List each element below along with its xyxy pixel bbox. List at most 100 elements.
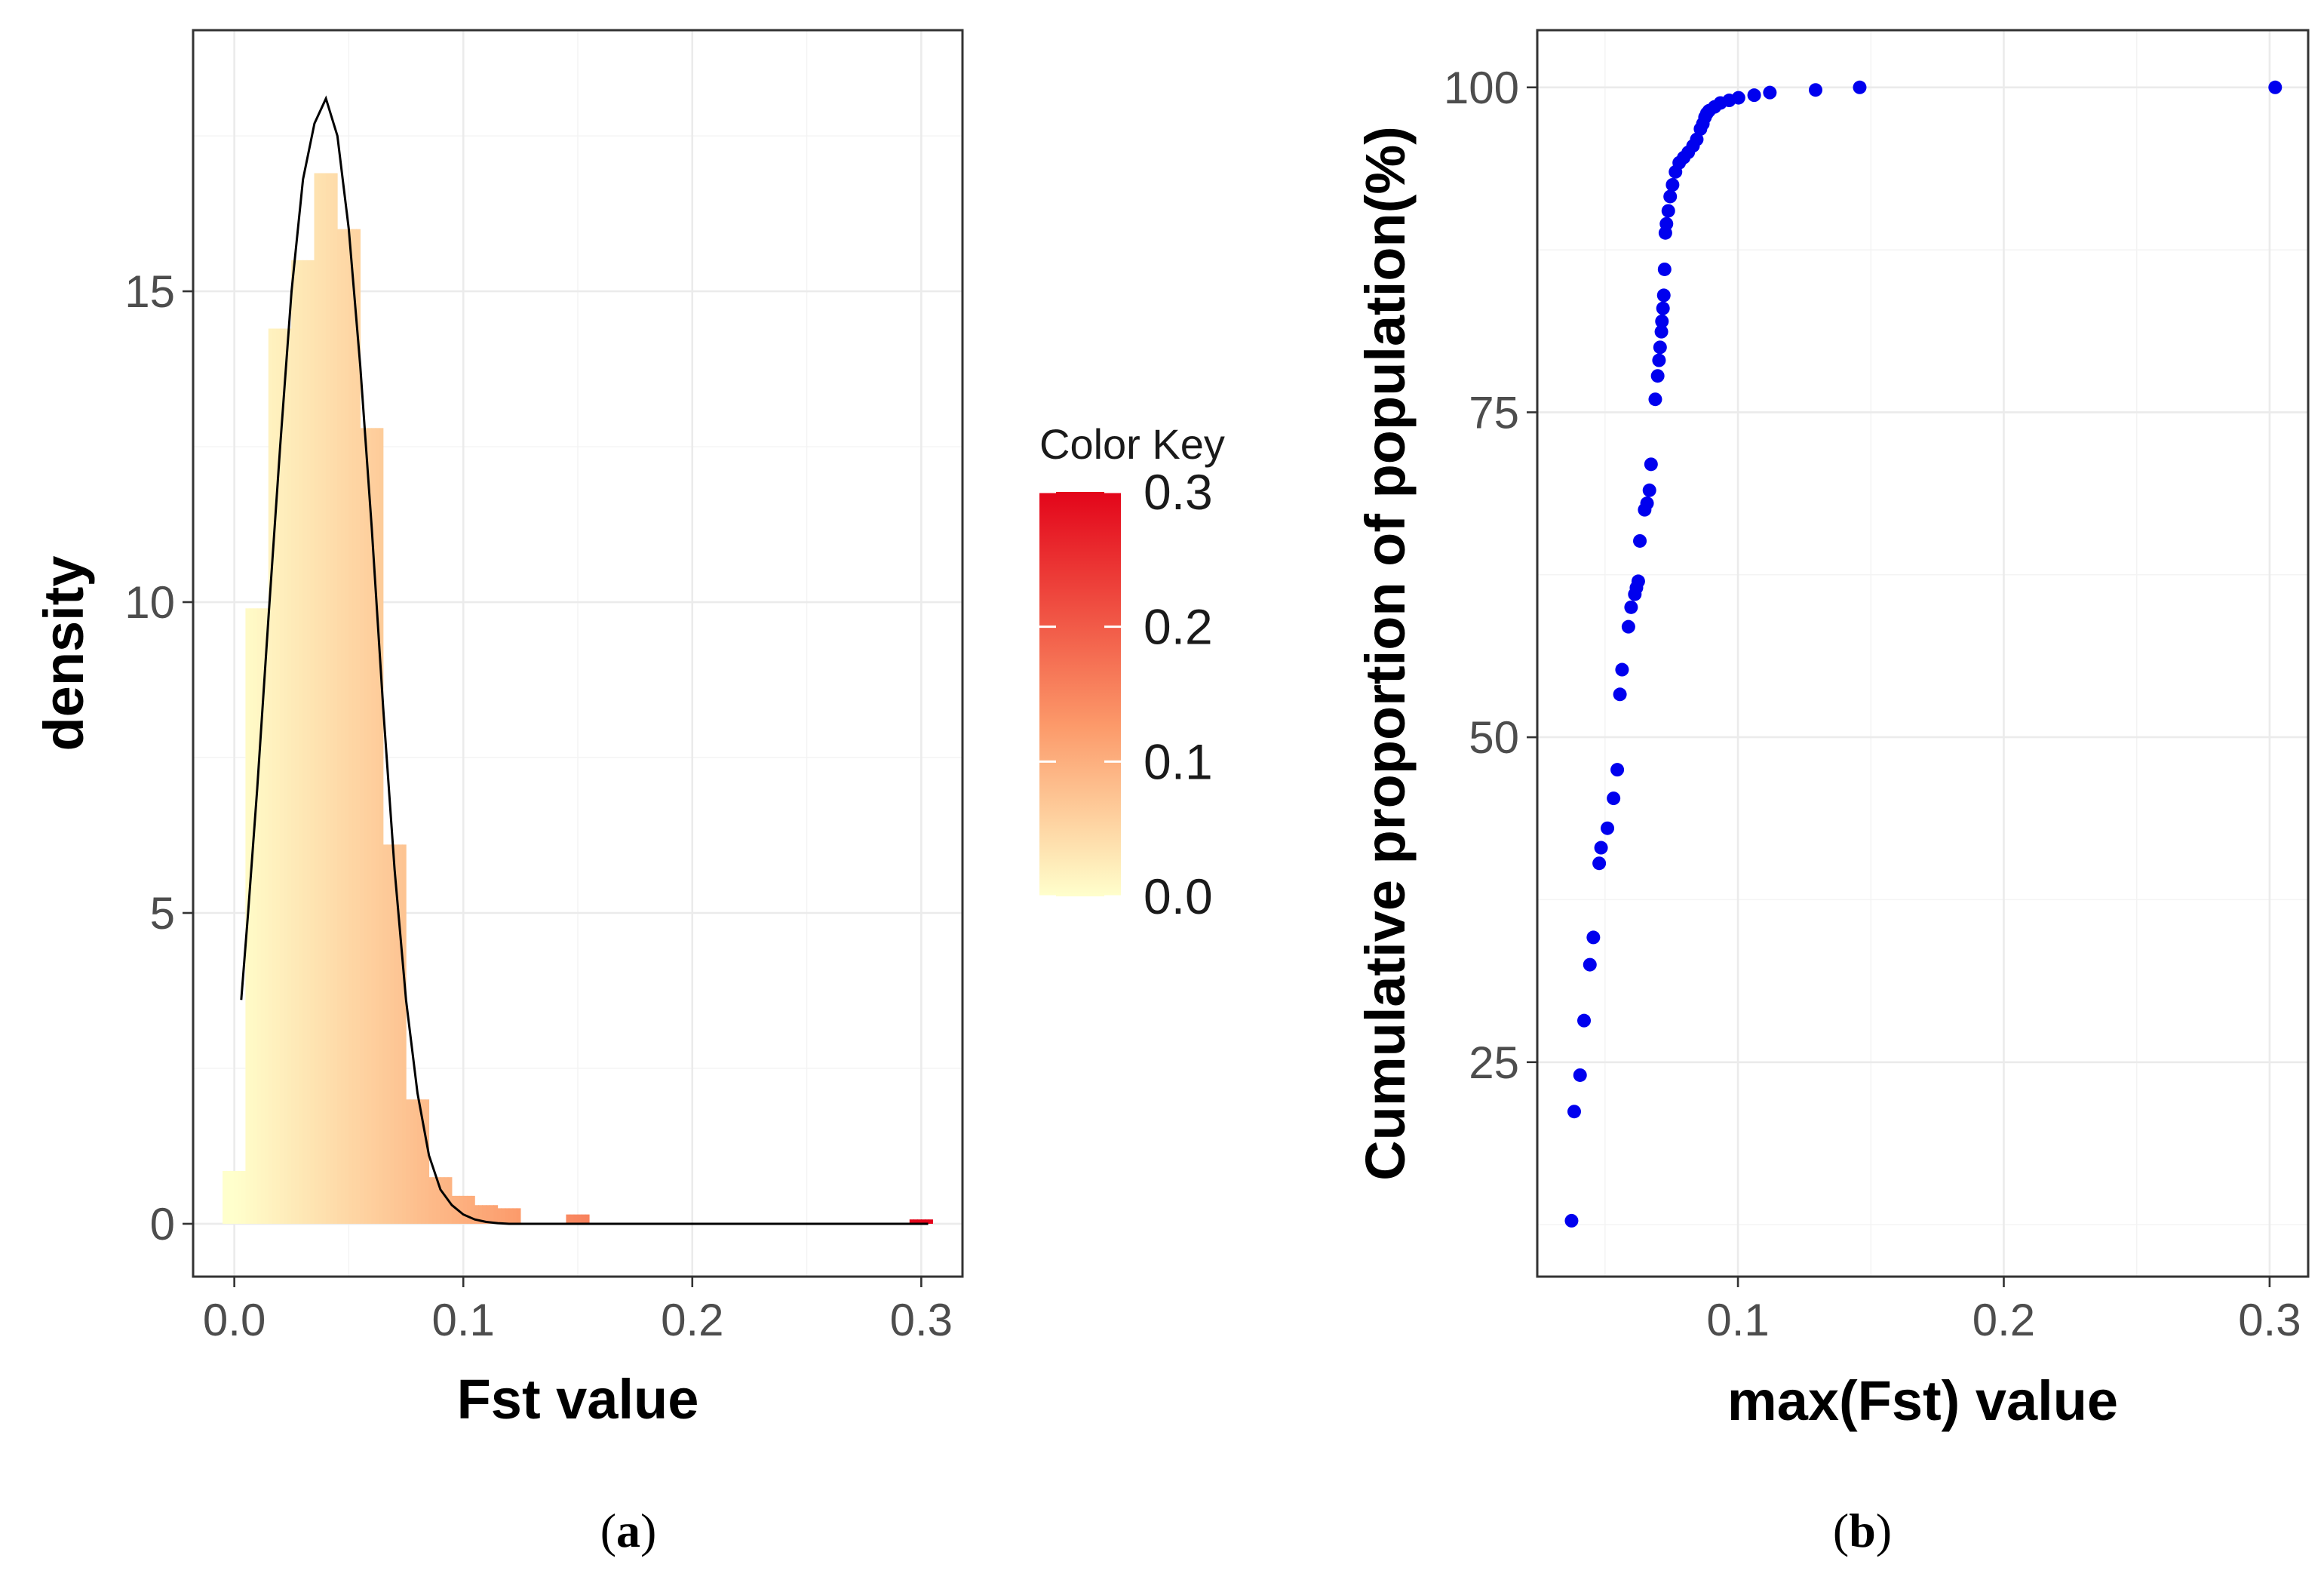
- histogram-bar: [364, 428, 369, 1224]
- panel-a-histogram: 0.0 0.1 0.2 0.3 0 5 10 15 Fst value density: [32, 29, 964, 1431]
- panel-a-x-tick-label: 0.2: [661, 1295, 723, 1345]
- panel-a-border: [192, 29, 964, 1278]
- scatter-point: [2268, 80, 2283, 94]
- histogram-bar: [321, 173, 327, 1224]
- histogram-bar: [409, 1099, 414, 1224]
- density-curve: [240, 95, 929, 1225]
- histogram-bar: [238, 1170, 243, 1224]
- scatter-point: [1621, 619, 1635, 634]
- panel-b-axis-ticks: 0.1 0.2 0.3 25 50 75 100: [1444, 63, 2301, 1345]
- scatter-point: [1663, 189, 1678, 204]
- histogram-bar: [390, 844, 395, 1224]
- panel-a-x-tick-label: 0.1: [432, 1295, 495, 1345]
- panel-b-border: [1536, 29, 2310, 1278]
- histogram-bar: [913, 1219, 918, 1224]
- color-key-label: 0.3: [1144, 464, 1213, 520]
- scatter-point: [1690, 132, 1704, 146]
- histogram-bar: [260, 608, 266, 1224]
- histogram-bar: [356, 229, 361, 1224]
- histogram-bar: [470, 1195, 475, 1224]
- panel-a-y-tick-label: 10: [124, 577, 175, 628]
- histogram-bar: [287, 328, 292, 1224]
- scatter-point: [1573, 1068, 1587, 1082]
- histogram-bar: [413, 1099, 418, 1224]
- histogram-bar: [401, 844, 407, 1224]
- histogram-bar: [478, 1205, 483, 1224]
- panel-b-y-axis-title: Cumulative proportion of population(%): [1354, 126, 1417, 1181]
- histogram-bar: [405, 1099, 410, 1224]
- scatter-point: [1656, 301, 1670, 315]
- histogram-bar: [272, 328, 277, 1224]
- histogram-bar: [306, 260, 312, 1224]
- panel-b-caption: (b): [1833, 1504, 1892, 1557]
- histogram-bar: [360, 428, 365, 1224]
- histogram-bar: [275, 328, 281, 1224]
- panel-b-scatter: 0.1 0.2 0.3 25 50 75 100 max(Fst) value Cumula…: [1354, 29, 2310, 1432]
- histogram-bar: [569, 1214, 575, 1224]
- histogram-bar: [284, 328, 288, 1224]
- histogram-bar: [490, 1205, 495, 1224]
- histogram-bar: [329, 173, 334, 1224]
- panel-a-axis-ticks: 0.0 0.1 0.2 0.3 0 5 10 15: [124, 266, 953, 1345]
- histogram-bar: [447, 1177, 453, 1224]
- histogram-bar: [920, 1219, 926, 1224]
- panel-b-gridlines: [1537, 30, 2308, 1277]
- histogram-bar: [516, 1208, 521, 1224]
- histogram-bar: [512, 1208, 517, 1224]
- histogram-bar: [573, 1214, 579, 1224]
- scatter-point: [1577, 1013, 1592, 1028]
- histogram-bar: [474, 1205, 479, 1224]
- panel-a-y-tick-label: 5: [150, 888, 175, 939]
- histogram-bar: [486, 1205, 491, 1224]
- histogram-bar: [299, 260, 304, 1224]
- color-key-ticks: 0.3 0.2 0.1 0.0: [1039, 464, 1213, 924]
- histogram-bar: [451, 1195, 456, 1224]
- scatter-point: [1653, 340, 1667, 355]
- color-key-label: 0.2: [1144, 599, 1213, 655]
- histogram-bar: [253, 608, 258, 1224]
- scatter-point: [1564, 1213, 1579, 1228]
- histogram-bar: [577, 1214, 582, 1224]
- scatter-point: [1586, 930, 1601, 945]
- scatter-point: [1633, 533, 1647, 548]
- scatter-point: [1650, 369, 1665, 383]
- panel-a-y-axis-title: density: [32, 555, 95, 751]
- histogram-bar: [344, 229, 349, 1224]
- histogram-bar: [585, 1214, 590, 1224]
- histogram-bar: [241, 1170, 247, 1224]
- histogram-bar: [428, 1177, 434, 1224]
- histogram-bar: [462, 1195, 468, 1224]
- histogram-bar: [459, 1195, 464, 1224]
- histogram-bar: [348, 229, 353, 1224]
- color-key-legend: Color Key 0.3 0.2 0.1 0.0: [1039, 420, 1225, 924]
- scatter-point: [1610, 763, 1625, 777]
- panel-a-y-tick-label: 15: [124, 266, 175, 317]
- histogram-bar: [226, 1170, 231, 1224]
- panel-b-y-tick-label: 75: [1469, 387, 1519, 438]
- histogram-bar: [302, 260, 308, 1224]
- panel-b-x-tick-label: 0.1: [1706, 1295, 1769, 1345]
- histogram-bar: [909, 1219, 914, 1224]
- histogram-bar: [379, 428, 384, 1224]
- histogram-bar: [234, 1170, 239, 1224]
- histogram-bar: [230, 1170, 235, 1224]
- scatter-point: [1615, 662, 1629, 677]
- panel-a-y-tick-label: 0: [150, 1199, 175, 1249]
- color-key-gradient-bar: [1039, 492, 1121, 896]
- histogram-bar: [493, 1205, 499, 1224]
- scatter-point: [1808, 83, 1822, 97]
- scatter-point: [1655, 314, 1669, 328]
- scatter-point: [1613, 687, 1627, 702]
- scatter-point: [1659, 217, 1674, 231]
- scatter-point: [1644, 457, 1658, 472]
- histogram-bar: [268, 328, 273, 1224]
- histogram-bar: [352, 229, 357, 1224]
- scatter-point: [1656, 288, 1671, 303]
- histogram-bar: [291, 260, 296, 1224]
- histogram-bar: [929, 1219, 933, 1224]
- histogram-bar: [444, 1177, 449, 1224]
- scatter-point: [1631, 574, 1645, 589]
- scatter-point: [1665, 177, 1680, 192]
- histogram-bar: [916, 1219, 922, 1224]
- histogram-bar: [398, 844, 403, 1224]
